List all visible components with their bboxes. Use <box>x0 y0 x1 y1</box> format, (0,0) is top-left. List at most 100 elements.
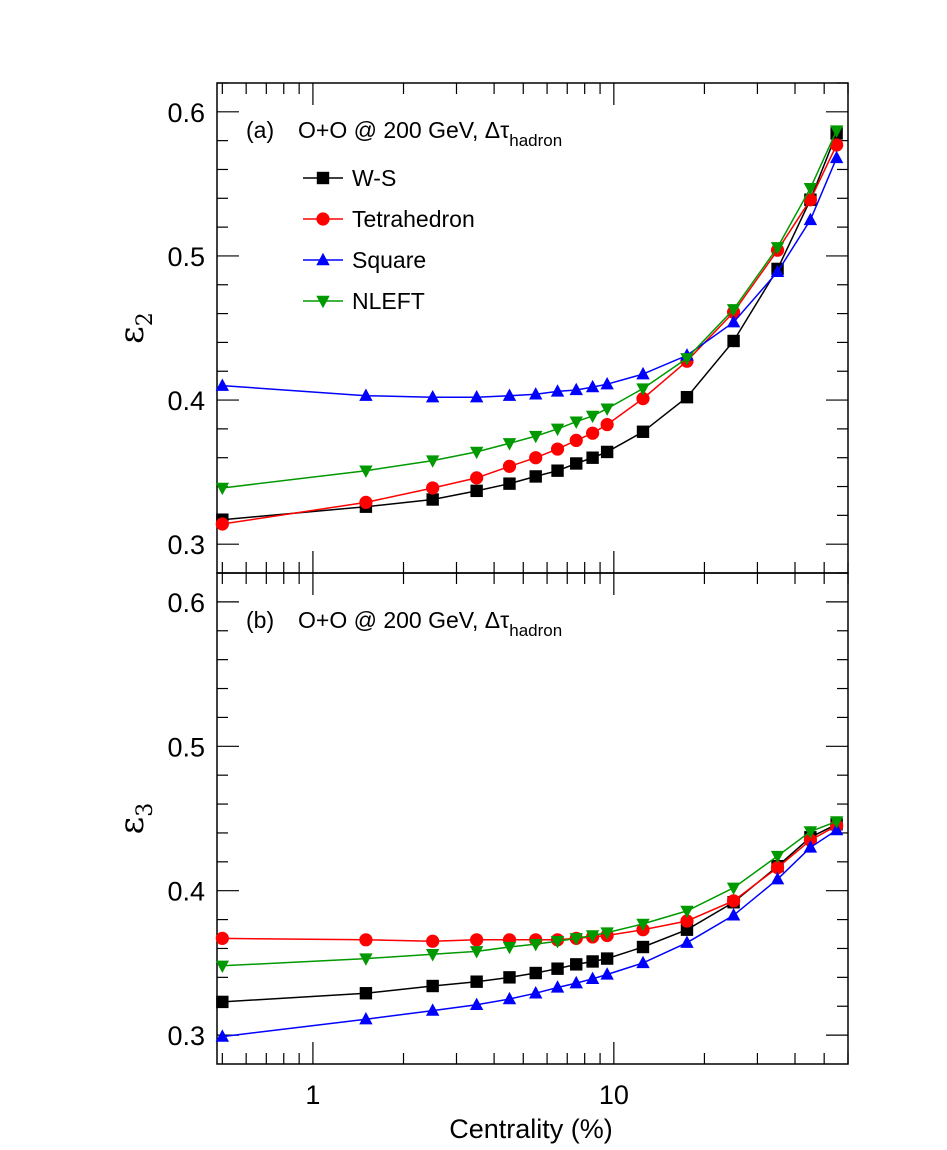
data-point <box>359 388 373 401</box>
data-point <box>600 417 614 432</box>
data-point <box>359 987 373 1000</box>
data-point <box>585 971 600 984</box>
data-point <box>426 934 440 948</box>
y-tick-label: 0.6 <box>167 588 205 618</box>
data-point <box>359 1012 373 1025</box>
data-point <box>600 377 614 390</box>
data-point <box>680 905 694 919</box>
data-point <box>529 966 542 980</box>
legend-marker <box>316 252 330 266</box>
data-point <box>569 416 583 429</box>
data-point <box>550 980 565 993</box>
data-point <box>636 366 650 380</box>
legend: W-S Tetrahedron Square NLEFT <box>303 165 475 314</box>
data-point <box>215 517 229 531</box>
data-point <box>803 183 818 196</box>
data-point <box>636 955 650 969</box>
series-line <box>222 825 837 943</box>
data-point <box>502 941 517 955</box>
data-point <box>529 430 543 444</box>
panel-label: (b) <box>246 607 274 633</box>
x-tick-label: 10 <box>599 1080 629 1110</box>
data-point <box>570 958 583 971</box>
series-square <box>215 150 844 403</box>
data-point <box>770 861 785 875</box>
y-axis-title: ε2 <box>112 312 158 344</box>
legend-label: NLEFT <box>352 288 425 314</box>
plot-frame <box>216 82 849 574</box>
data-point <box>550 384 565 397</box>
data-point <box>726 315 741 328</box>
data-point <box>215 482 230 496</box>
data-point <box>586 451 599 464</box>
data-point <box>550 423 565 437</box>
data-point <box>830 138 844 152</box>
data-point <box>803 212 818 226</box>
panel-title: O+O @ 200 GeV, Δτhadron <box>298 117 562 150</box>
data-point <box>425 1003 440 1016</box>
y-tick-label: 0.4 <box>167 386 205 416</box>
series-nleft <box>215 125 844 496</box>
data-point <box>426 979 439 993</box>
data-point <box>426 493 439 506</box>
x-tick-label: 1 <box>305 1080 320 1110</box>
data-point <box>551 464 564 477</box>
series-w-s <box>216 818 843 1009</box>
data-point <box>600 403 614 416</box>
data-point <box>550 442 565 456</box>
data-point <box>726 882 741 896</box>
data-point <box>770 871 785 885</box>
data-point <box>829 125 844 138</box>
data-point <box>726 304 741 317</box>
panel-epsilon3: 0.3 0.4 0.5 0.6 1 10 Centrality (%) ε3 (b) O+O @ … <box>112 572 849 1144</box>
data-point <box>636 918 650 932</box>
data-point <box>570 457 583 470</box>
data-point <box>680 353 694 366</box>
data-point <box>529 387 543 400</box>
data-point <box>680 935 694 948</box>
legend-marker <box>316 171 330 185</box>
y-tick-label: 0.4 <box>167 877 205 907</box>
legend-marker <box>316 212 330 226</box>
data-point <box>680 914 694 928</box>
data-point <box>726 908 741 921</box>
data-point <box>469 997 484 1010</box>
data-point <box>359 933 373 947</box>
data-point <box>600 952 614 965</box>
data-point <box>586 955 599 968</box>
panel-label: (a) <box>246 117 274 143</box>
y-tick-label: 0.5 <box>167 242 205 272</box>
data-point <box>803 833 818 847</box>
data-point <box>529 451 543 465</box>
data-point <box>529 986 543 999</box>
data-point <box>215 931 229 945</box>
data-point <box>215 378 230 391</box>
series-line <box>222 144 838 525</box>
data-point <box>469 946 484 959</box>
x-axis-title: Centrality (%) <box>449 1114 613 1144</box>
data-point <box>586 426 600 440</box>
series-w-s <box>216 127 843 526</box>
series-tetrahedron <box>215 138 844 531</box>
data-point <box>770 242 785 255</box>
series-line <box>222 157 838 398</box>
data-point <box>829 822 844 836</box>
data-point <box>503 971 516 984</box>
legend-label: Tetrahedron <box>352 206 475 232</box>
y-tick-label: 0.3 <box>167 530 205 560</box>
data-point <box>585 379 600 393</box>
data-point <box>550 936 565 949</box>
data-point <box>502 991 517 1005</box>
data-point <box>216 995 229 1009</box>
data-point <box>470 933 484 947</box>
panel-epsilon2: 0.3 0.4 0.5 0.6 ε2 (a) O+O @ 200 GeV, Δτhadron… <box>112 82 849 574</box>
y-tick-label: 0.5 <box>167 732 205 762</box>
data-point <box>470 484 483 498</box>
data-point <box>469 446 484 460</box>
data-point <box>569 382 583 396</box>
data-point <box>215 960 230 973</box>
data-point <box>569 433 583 448</box>
data-point <box>585 410 600 424</box>
data-point <box>636 392 650 406</box>
